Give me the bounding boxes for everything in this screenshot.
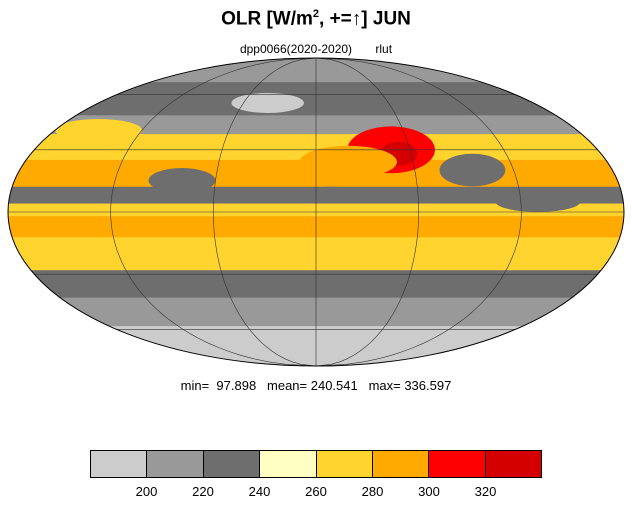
olr-patch: [495, 190, 581, 212]
variable-label: rlut: [375, 42, 393, 56]
stats-line: min= 97.898 mean= 240.541 max= 336.597: [180, 378, 452, 393]
colorbar-segment: [147, 451, 204, 477]
colorbar-tick-label: 260: [305, 484, 327, 499]
title-month: ] JUN: [361, 8, 411, 30]
upward-arrow-icon: ↑: [351, 8, 362, 30]
colorbar-segment: [203, 451, 261, 477]
colorbar-tick-label: 220: [192, 484, 214, 499]
colorbar-tick-label: 200: [135, 484, 158, 499]
colorbar-tick-label: 300: [418, 484, 440, 499]
olr-patch: [148, 168, 216, 193]
colorbar-ticks: 200 220 240 260 280 300 320: [90, 484, 542, 502]
map-outline: [7, 57, 625, 367]
run-label: dpp0066(2020-2020): [239, 42, 353, 56]
olr-patch: [439, 153, 506, 187]
colorbar-segment: [91, 451, 148, 477]
colorbar: [90, 450, 542, 478]
olr-patch: [55, 118, 143, 142]
title-main: OLR [W/m: [221, 8, 313, 30]
colorbar-tick-label: 280: [361, 484, 384, 499]
olr-patch: [231, 92, 304, 113]
olr-patch: [299, 145, 397, 179]
olr-patch: [290, 186, 376, 204]
colorbar-segment: [260, 451, 317, 477]
colorbar-segment: [372, 451, 430, 477]
map-subtitle: dpp0066(2020-2020) rlut: [0, 42, 632, 56]
colorbar-segment: [429, 451, 486, 477]
title-rest: , +=: [319, 8, 352, 30]
colorbar-segment: [316, 451, 373, 477]
colorbar-tick-label: 240: [248, 484, 271, 499]
colorbar-segment: [485, 451, 541, 477]
title-superscript: 2: [312, 8, 320, 20]
map-title: OLR [W/m2, +=↑] JUN: [0, 8, 632, 30]
colorbar-tick-label: 320: [474, 484, 497, 499]
map-field: [8, 58, 624, 366]
